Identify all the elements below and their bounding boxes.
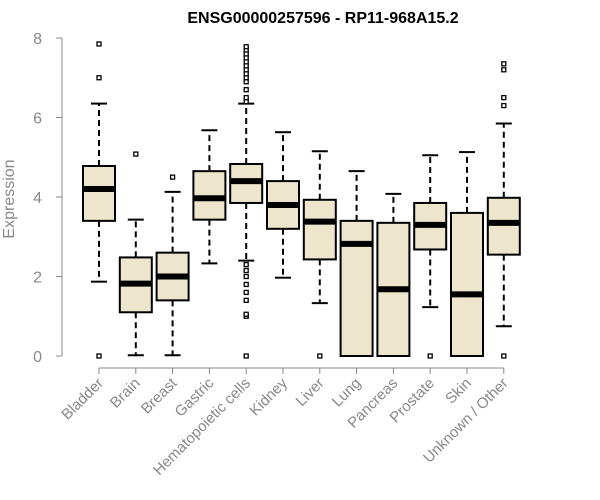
- y-tick-label: 8: [33, 31, 42, 48]
- outlier-point: [243, 261, 249, 268]
- outlier-point: [501, 61, 507, 67]
- outlier-point: [501, 353, 507, 359]
- box-skin: [450, 151, 484, 357]
- y-tick-label: 4: [33, 190, 42, 207]
- box-bladder: [82, 41, 116, 359]
- x-tick-label: Liver: [293, 375, 328, 410]
- outlier-point: [243, 94, 249, 101]
- box-kidney: [266, 131, 300, 279]
- chart-title: ENSG00000257596 - RP11-968A15.2: [187, 10, 458, 27]
- outlier-point: [243, 289, 249, 296]
- box-lung: [339, 170, 374, 357]
- box-prostate: [413, 154, 448, 359]
- outlier-point: [243, 311, 249, 317]
- y-tick-label: 0: [33, 349, 42, 366]
- box-hematopoietic-cells: [229, 44, 264, 359]
- outlier-point: [317, 353, 323, 359]
- outlier-point: [243, 87, 249, 93]
- x-tick-label: Kidney: [246, 374, 291, 419]
- axes: 0 2 4 6 8: [33, 31, 505, 374]
- outlier-point: [96, 41, 102, 47]
- box-liver: [302, 150, 337, 359]
- outlier-point: [133, 151, 139, 157]
- outlier-point: [96, 75, 102, 81]
- box-iqr: [302, 198, 337, 261]
- outlier-point: [243, 267, 249, 274]
- y-axis-label: Expression: [1, 159, 18, 238]
- box-unknown-other: [486, 61, 521, 359]
- outlier-point: [501, 94, 507, 101]
- outlier-point: [243, 281, 249, 288]
- box-iqr: [450, 211, 484, 357]
- x-tick-label: Skin: [442, 375, 475, 408]
- outlier-point: [243, 297, 249, 304]
- box-iqr: [486, 196, 521, 256]
- outlier-point: [501, 67, 507, 73]
- outlier-point: [243, 353, 249, 359]
- outlier-point: [243, 273, 249, 280]
- box-brain: [118, 151, 153, 357]
- outlier-point: [169, 174, 176, 180]
- box-series: [82, 41, 521, 359]
- outlier-point: [501, 102, 507, 109]
- box-iqr: [82, 164, 116, 222]
- outlier-point: [96, 353, 102, 359]
- outlier-point: [427, 353, 433, 359]
- box-pancreas: [376, 192, 411, 357]
- box-breast: [155, 174, 190, 357]
- outlier-point: [243, 44, 249, 50]
- y-tick-label: 2: [33, 270, 42, 287]
- x-tick-label: Bladder: [58, 375, 107, 424]
- y-tick-label: 6: [33, 111, 42, 128]
- box-gastric: [192, 129, 227, 265]
